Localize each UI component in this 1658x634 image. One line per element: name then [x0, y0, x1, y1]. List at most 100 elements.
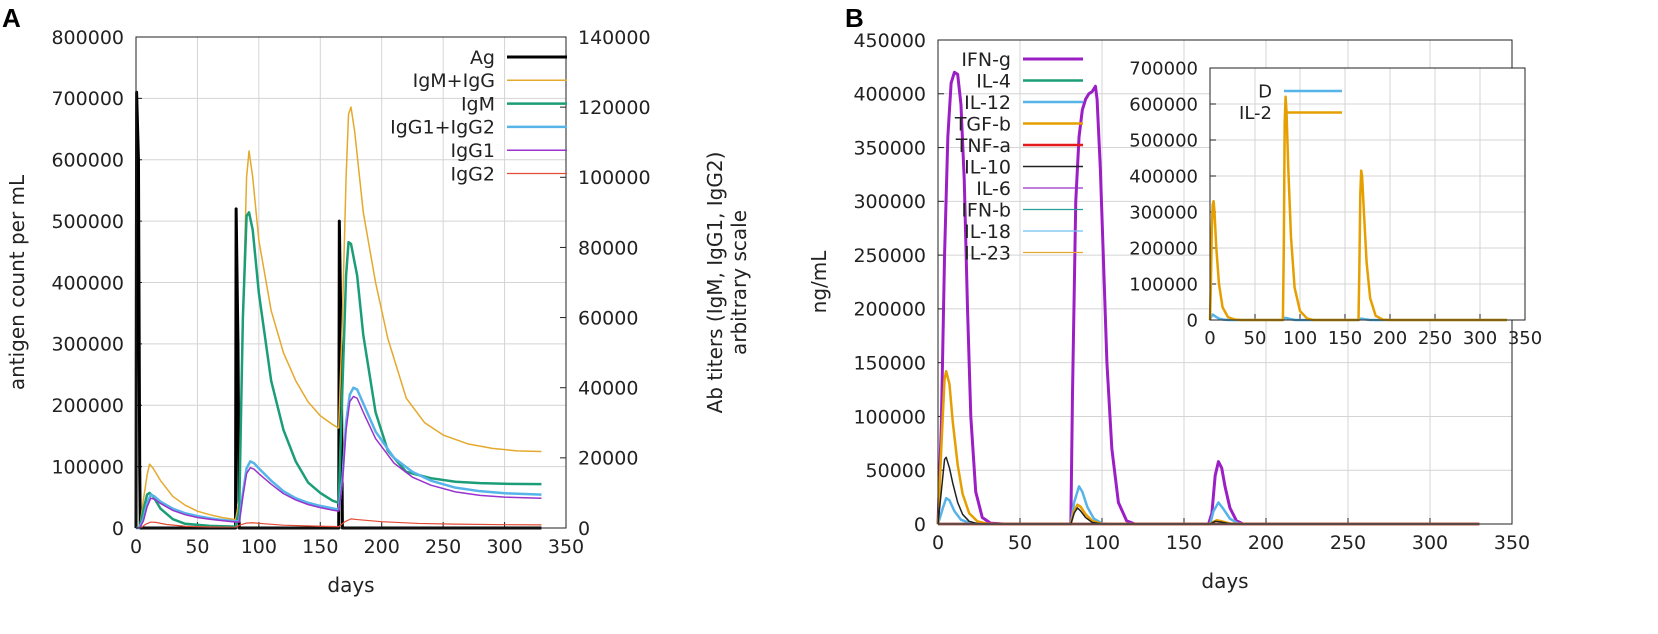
y-tick-label: 600000 [51, 150, 124, 172]
legend-label-il-2: IL-2 [1239, 103, 1272, 124]
x-tick-label: 100 [1283, 328, 1317, 349]
chart-b-inset: 0 50 100 150 200 250 300 350 0 100000 200000 300000… [1129, 58, 1542, 349]
series-line-d [1208, 313, 1507, 322]
panel-a-label: A [2, 3, 21, 33]
y-tick-label: 500000 [51, 211, 124, 233]
x-tick-label: 0 [932, 532, 944, 554]
x-tick-label: 150 [1166, 532, 1202, 554]
plot-frame [1209, 67, 1526, 321]
x-tick-label: 300 [1463, 328, 1497, 349]
x-tick-label: 250 [1418, 328, 1452, 349]
y-tick-label: 250000 [853, 245, 926, 267]
y2-axis-label-line2: arbitrary scale [727, 210, 751, 355]
x-tick-label: 50 [1244, 328, 1267, 349]
y-tick-label: 0 [1187, 310, 1198, 331]
x-tick-label: 0 [1204, 328, 1215, 349]
series-line-ifn-g [936, 70, 1480, 526]
y2-tick-label: 0 [578, 518, 590, 540]
legend-label-igg1: IgG1 [451, 140, 495, 162]
y-axis-label: ng/mL [807, 250, 831, 314]
y-tick-label: 450000 [853, 30, 926, 52]
y2-tick-label: 100000 [578, 167, 651, 189]
legend-label-il-6: IL-6 [976, 178, 1011, 200]
legend-label-tgf-b: TGF-b [954, 113, 1011, 135]
y-tick-label: 150000 [853, 353, 926, 375]
y-tick-label: 700000 [1129, 58, 1198, 79]
y2-tick-label: 140000 [578, 27, 651, 49]
x-tick-label: 150 [1328, 328, 1362, 349]
y2-tick-label: 120000 [578, 97, 651, 119]
x-tick-label: 150 [302, 536, 338, 558]
chart-a: 0 50 100 150 200 250 300 3500100000200000300000… [5, 27, 751, 597]
series-line-il-12 [936, 485, 1480, 526]
y-tick-label: 300000 [51, 334, 124, 356]
x-tick-label: 300 [486, 536, 522, 558]
y-tick-label: 400000 [51, 272, 124, 294]
y2-tick-label: 40000 [578, 378, 638, 400]
y-tick-label: 600000 [1129, 94, 1198, 115]
y2-tick-label: 80000 [578, 237, 638, 259]
x-tick-label: 50 [185, 536, 209, 558]
y-tick-label: 0 [112, 518, 124, 540]
legend-label-ifn-b: IFN-b [961, 199, 1011, 221]
x-tick-label: 350 [548, 536, 584, 558]
y2-tick-label: 60000 [578, 307, 638, 329]
y-axis-label: antigen count per mL [5, 174, 29, 390]
legend-label-il-10: IL-10 [964, 156, 1011, 178]
x-tick-label: 200 [1373, 328, 1407, 349]
y-tick-label: 500000 [1129, 130, 1198, 151]
y2-tick-label: 20000 [578, 448, 638, 470]
legend-label-igm: IgM [461, 93, 495, 115]
y-tick-label: 700000 [51, 88, 124, 110]
y-tick-label: 300000 [1129, 202, 1198, 223]
x-tick-label: 50 [1008, 532, 1032, 554]
legend-label-igg1-igg2: IgG1+IgG2 [390, 117, 495, 139]
x-tick-label: 0 [130, 536, 142, 558]
series-line-tgf-b [936, 370, 1480, 526]
x-tick-label: 300 [1412, 532, 1448, 554]
y-tick-label: 0 [914, 514, 926, 536]
panel-b-label: B [845, 3, 864, 33]
plot-frame [135, 36, 567, 529]
legend-label-il-23: IL-23 [964, 242, 1011, 264]
x-axis-label: days [327, 573, 374, 597]
y-tick-label: 800000 [51, 27, 124, 49]
legend-label-il-12: IL-12 [964, 92, 1011, 114]
series-line-ag [134, 90, 542, 530]
legend-label-igm-igg: IgM+IgG [413, 70, 495, 92]
series-line-il-10 [937, 456, 1480, 525]
y-tick-label: 200000 [1129, 238, 1198, 259]
y-tick-label: 300000 [853, 191, 926, 213]
y-tick-label: 50000 [866, 460, 926, 482]
x-tick-label: 250 [1330, 532, 1366, 554]
y-tick-label: 350000 [853, 137, 926, 159]
x-tick-label: 100 [1084, 532, 1120, 554]
x-tick-label: 350 [1494, 532, 1530, 554]
y-tick-label: 100000 [853, 406, 926, 428]
x-axis-label: days [1201, 569, 1248, 593]
y-tick-label: 200000 [51, 395, 124, 417]
legend-label-tnf-a: TNF-a [955, 135, 1011, 157]
series-line-igg2 [135, 518, 542, 529]
series-line-igg1-igg2 [135, 386, 542, 530]
series-line-il-2 [1208, 95, 1507, 322]
y-tick-label: 400000 [853, 84, 926, 106]
y2-axis-label-line1: Ab titers (IgM, IgG1, IgG2) [703, 152, 727, 414]
legend-label-il-18: IL-18 [964, 221, 1011, 243]
series-line-igm-igg [135, 106, 542, 529]
chart-b: 0 50 100 150 200 250 300 350 0 50000 100000 150000 2… [807, 30, 1530, 593]
x-tick-label: 100 [241, 536, 277, 558]
x-tick-label: 200 [1248, 532, 1284, 554]
legend-label-igg2: IgG2 [451, 163, 495, 185]
series-line-igg1 [135, 395, 542, 529]
legend-label-d: D [1258, 81, 1272, 102]
x-tick-label: 350 [1508, 328, 1542, 349]
legend-label-ifn-g: IFN-g [961, 49, 1011, 71]
legend-label-ag: Ag [470, 47, 495, 69]
y-tick-label: 100000 [51, 456, 124, 478]
legend-label-il-4: IL-4 [976, 70, 1011, 92]
y-tick-label: 400000 [1129, 166, 1198, 187]
x-tick-label: 250 [425, 536, 461, 558]
x-tick-label: 200 [364, 536, 400, 558]
